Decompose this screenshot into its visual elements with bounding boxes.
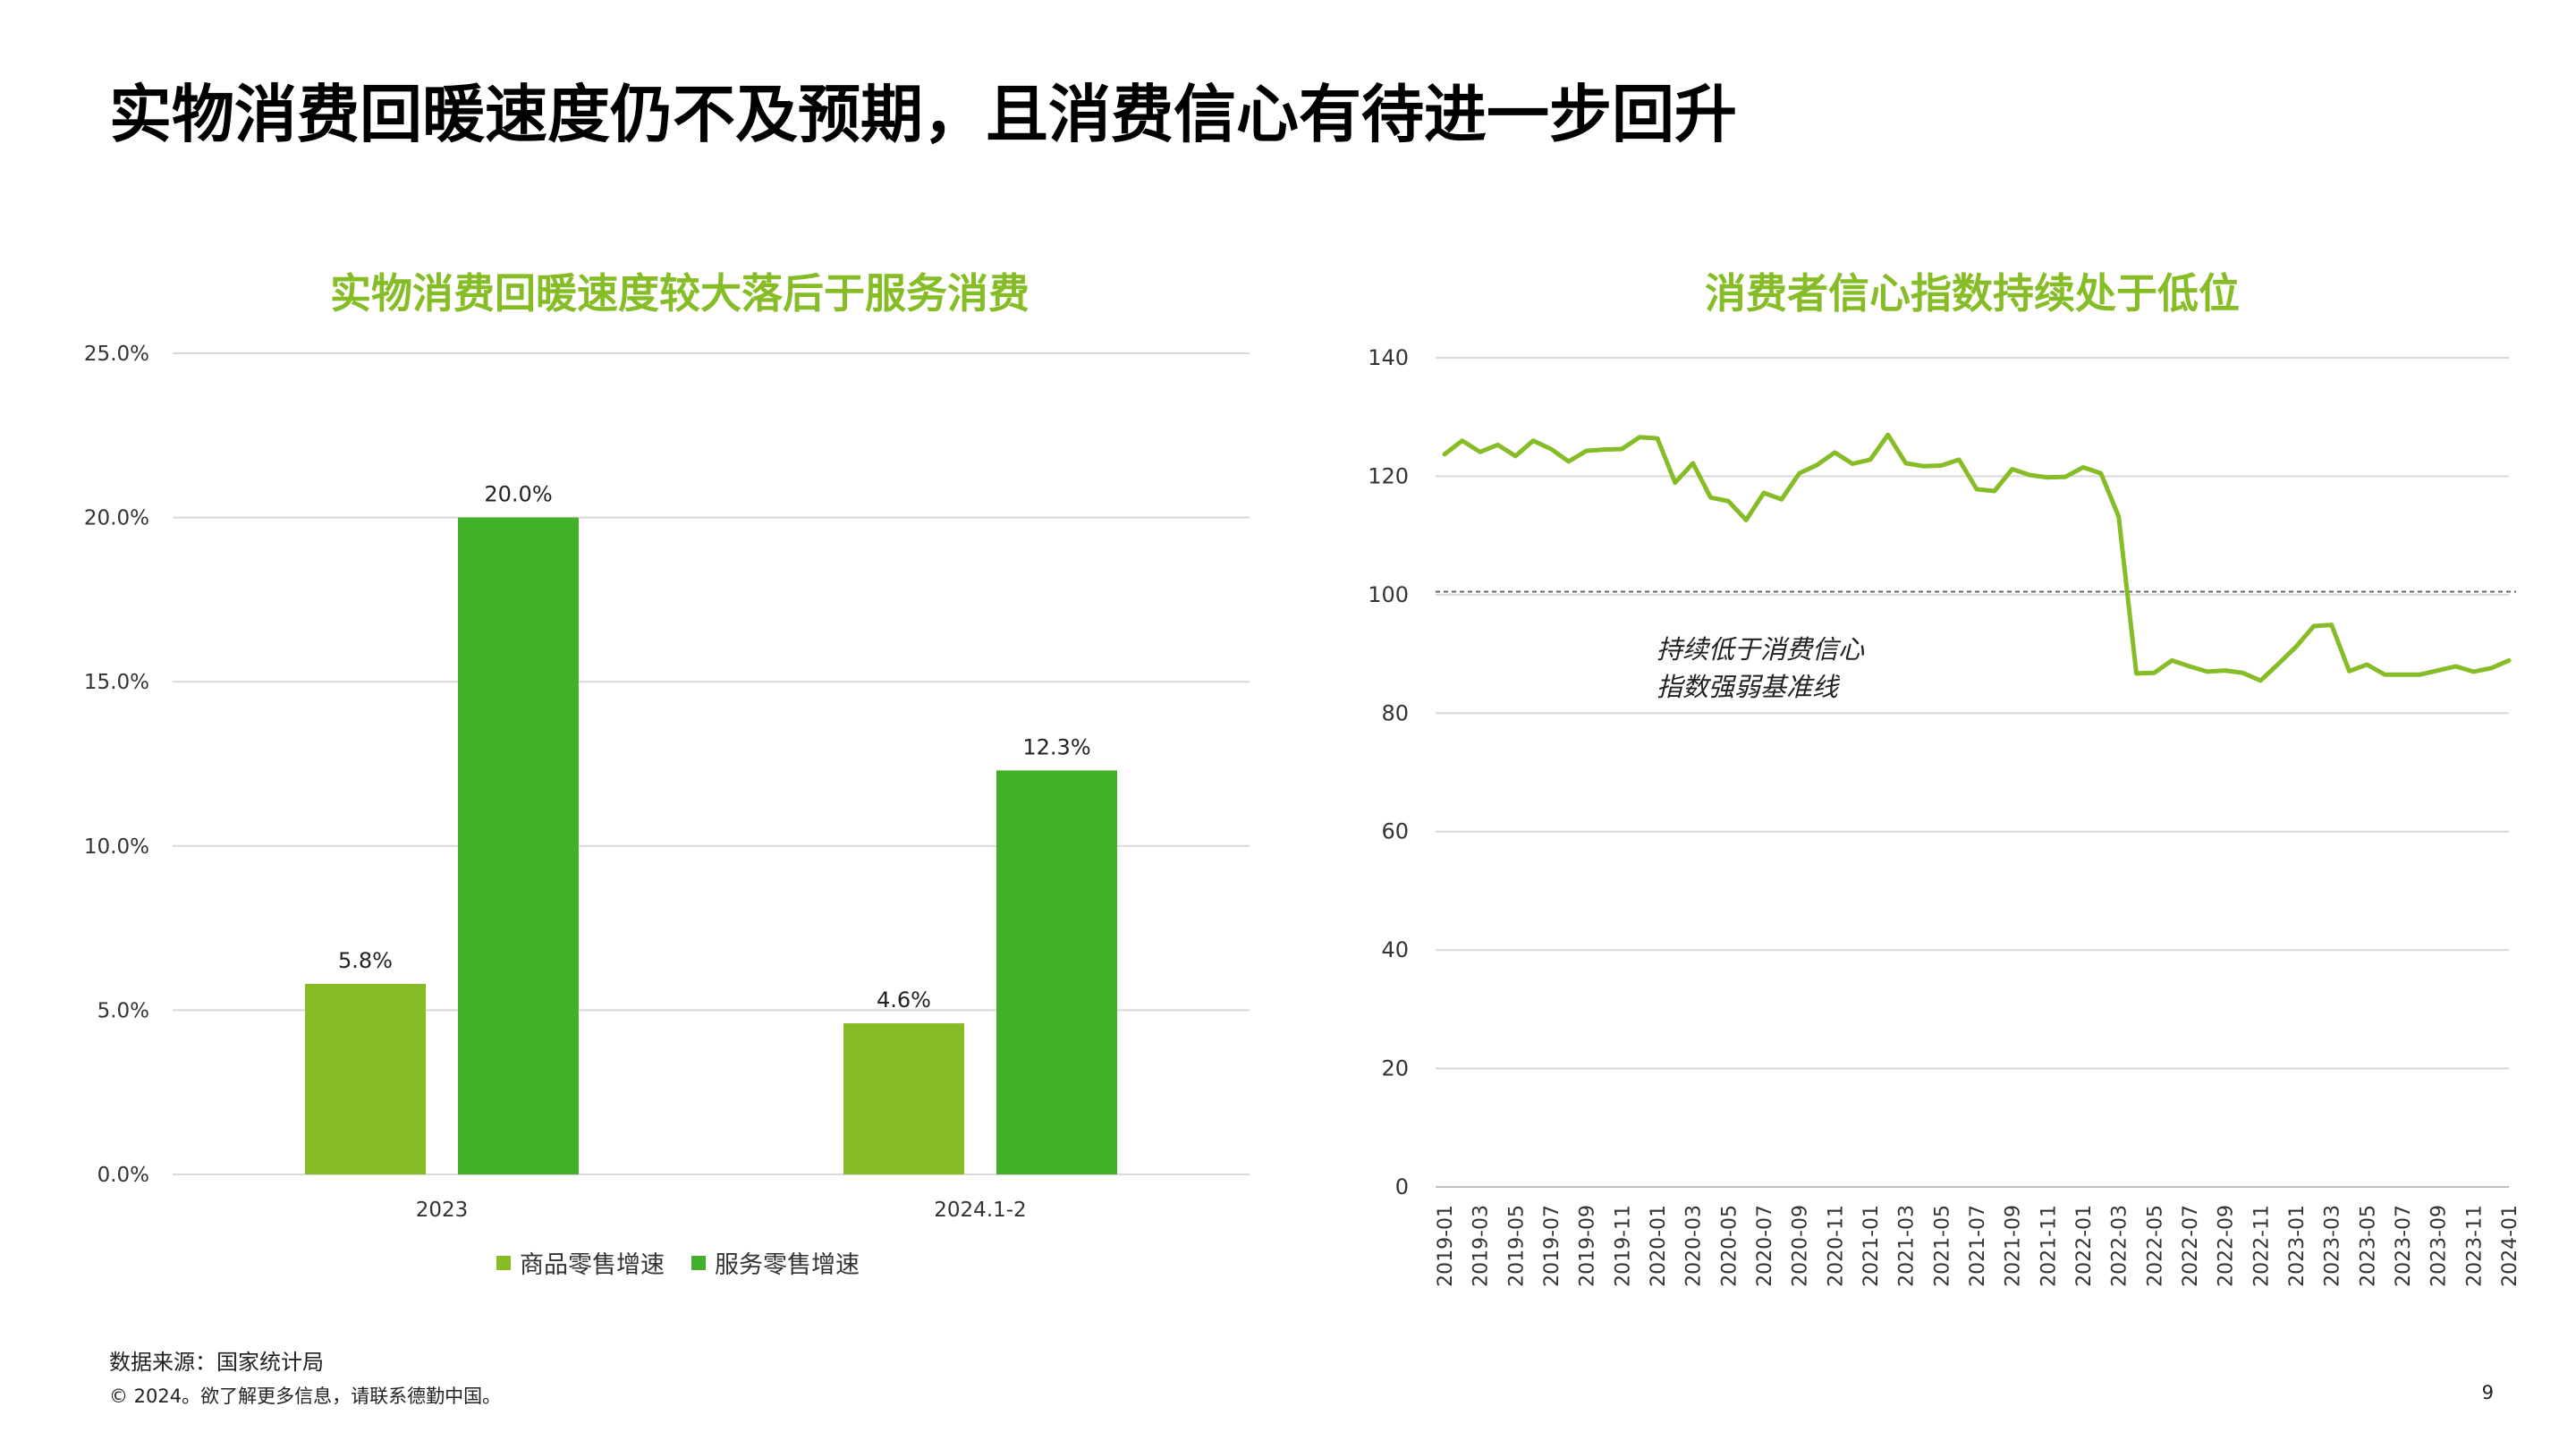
annotation-text: 指数强弱基准线 [1657,672,1841,702]
y-tick-label: 40 [1381,937,1409,962]
data-label: 12.3% [1022,734,1090,759]
annotation-text: 持续低于消费信心 [1657,634,1865,665]
data-label: 20.0% [484,482,552,507]
x-tick-label: 2021-05 [1931,1205,1953,1287]
x-tick-label: 2020-07 [1754,1205,1776,1287]
legend-label-services: 服务零售增速 [715,1251,860,1279]
bar [996,770,1117,1174]
x-tick-label: 2019-05 [1505,1205,1528,1287]
bar-chart-title: 实物消费回暖速度较大落后于服务消费 [330,269,1030,318]
y-tick-label: 5.0% [97,999,149,1022]
x-tick-label: 2020-03 [1683,1205,1706,1287]
x-tick-label: 2022-01 [2073,1205,2096,1287]
y-tick-label: 80 [1381,700,1409,725]
bar [305,984,426,1174]
x-tick-label: 2022-07 [2180,1205,2202,1287]
x-tick-label: 2019-07 [1541,1205,1563,1287]
x-tick-label: 2022-11 [2250,1205,2273,1287]
bar [843,1023,964,1174]
x-tick-label: 2023 [416,1199,469,1222]
x-tick-label: 2023-05 [2357,1205,2379,1287]
x-tick-label: 2021-03 [1896,1205,1919,1287]
x-tick-label: 2022-09 [2216,1205,2238,1287]
x-tick-label: 2020-09 [1790,1205,1812,1287]
x-tick-label: 2023-03 [2322,1205,2344,1287]
data-label: 5.8% [338,948,393,973]
x-tick-label: 2024-01 [2499,1205,2521,1287]
y-tick-label: 120 [1368,463,1409,488]
x-tick-label: 2019-03 [1470,1205,1493,1287]
page-number: 9 [2481,1382,2494,1403]
x-tick-label: 2020-11 [1825,1205,1847,1287]
line-chart-title: 消费者信心指数持续处于低位 [1705,269,2240,318]
x-tick-label: 2022-03 [2109,1205,2131,1287]
y-tick-label: 20.0% [84,507,149,530]
x-tick-label: 2019-01 [1435,1205,1457,1287]
x-tick-label: 2019-11 [1612,1205,1634,1287]
y-tick-label: 0 [1395,1174,1409,1199]
x-tick-label: 2022-05 [2144,1205,2166,1287]
x-tick-label: 2020-01 [1648,1205,1670,1287]
legend-swatch-services [691,1255,706,1270]
x-tick-label: 2023-11 [2463,1205,2486,1287]
data-label: 4.6% [877,987,931,1013]
legend-item-services: 服务零售增速 [691,1245,860,1280]
consumer-confidence-line [1442,432,2512,683]
x-tick-label: 2023-09 [2428,1205,2451,1287]
y-tick-label: 25.0% [84,343,149,366]
slide-title: 实物消费回暖速度仍不及预期，且消费信心有待进一步回升 [109,78,1737,151]
x-tick-label: 2021-01 [1860,1205,1883,1287]
x-tick-label: 2023-07 [2393,1205,2415,1287]
data-source: 数据来源：国家统计局 [109,1350,324,1375]
x-tick-label: 2020-05 [1718,1205,1741,1287]
x-tick-label: 2021-09 [2003,1205,2025,1287]
x-tick-label: 2019-09 [1577,1205,1599,1287]
y-tick-label: 0.0% [97,1164,149,1187]
y-tick-label: 15.0% [84,671,149,694]
bar-chart-legend: 商品零售增速 服务零售增速 [496,1245,860,1280]
bar [458,517,579,1174]
legend-item-goods: 商品零售增速 [496,1245,665,1280]
y-tick-label: 100 [1368,582,1409,607]
copyright: © 2024。欲了解更多信息，请联系德勤中国。 [109,1385,502,1407]
x-tick-label: 2021-11 [2038,1205,2060,1287]
x-tick-label: 2024.1-2 [934,1199,1026,1222]
legend-swatch-goods [496,1255,511,1270]
y-tick-label: 10.0% [84,835,149,859]
y-tick-label: 20 [1381,1056,1409,1081]
x-tick-label: 2021-07 [1967,1205,1989,1287]
y-tick-label: 140 [1368,345,1409,370]
legend-label-goods: 商品零售增速 [520,1251,665,1279]
y-tick-label: 60 [1381,819,1409,844]
bar-chart: 0.0% 5.0% 10.0% 15.0% 20.0% 25.0% 2023 5.8% 20.0… [84,343,1250,1222]
x-tick-label: 2023-01 [2286,1205,2309,1287]
